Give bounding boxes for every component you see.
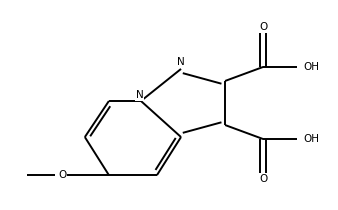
Text: O: O xyxy=(259,22,267,32)
Text: N: N xyxy=(136,90,144,100)
Text: N: N xyxy=(177,57,185,67)
Text: O: O xyxy=(59,170,67,180)
Text: OH: OH xyxy=(303,62,319,72)
Text: O: O xyxy=(259,174,267,184)
Text: OH: OH xyxy=(303,134,319,144)
